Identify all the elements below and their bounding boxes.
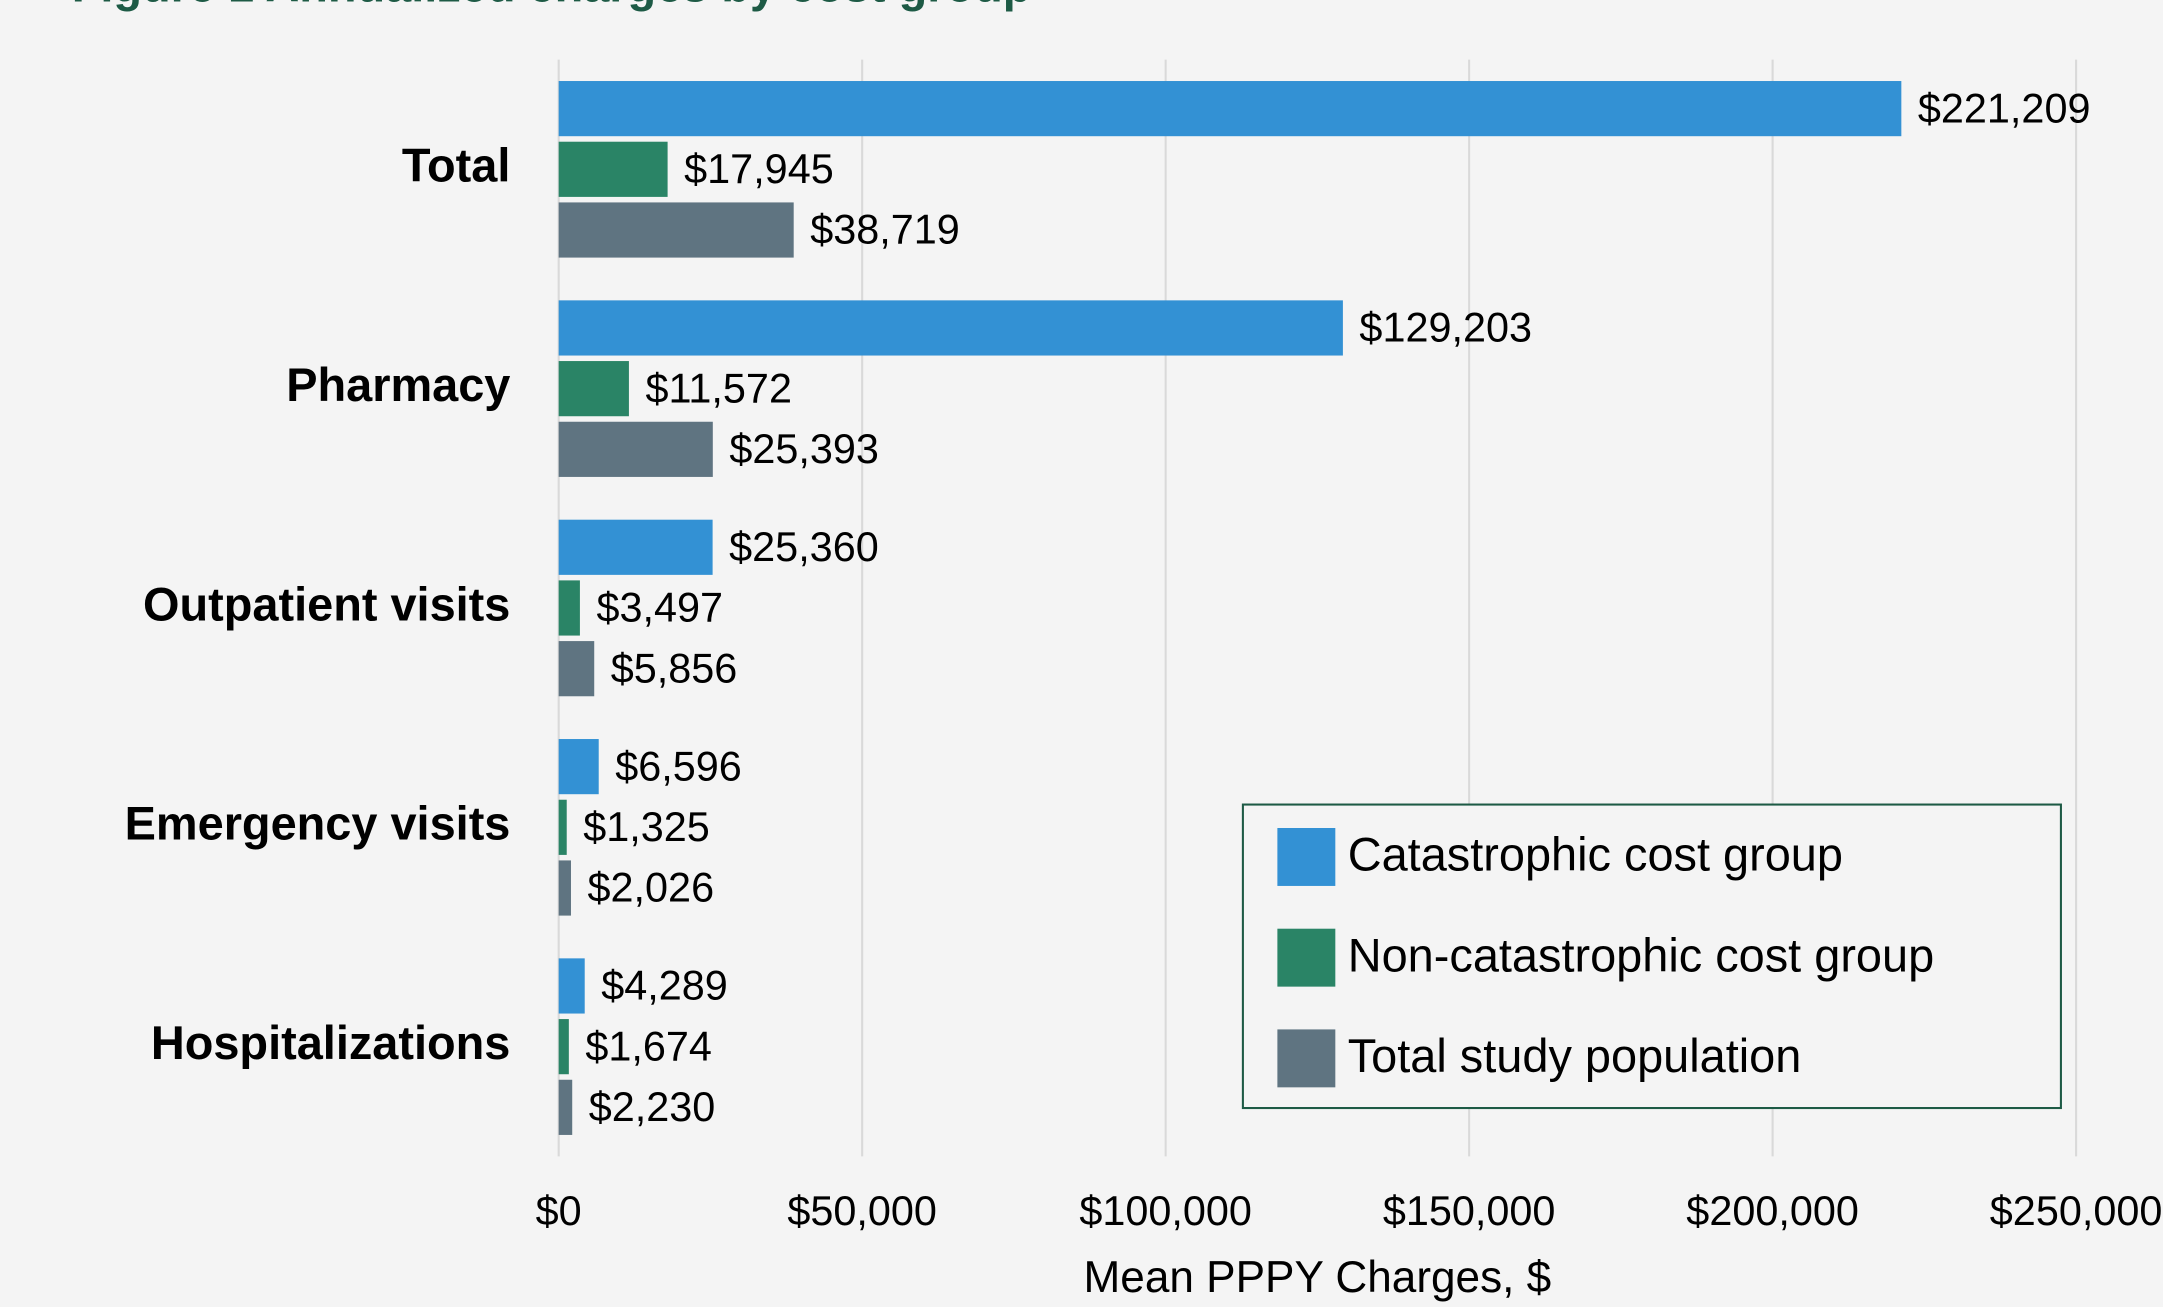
bar	[558, 1079, 573, 1135]
bar	[558, 958, 585, 1014]
value-label: $5,856	[611, 645, 738, 691]
bar	[558, 81, 1902, 137]
value-label: $2,230	[589, 1084, 716, 1130]
y-tick-label: Hospitalizations	[151, 1017, 511, 1069]
bar	[558, 799, 567, 855]
value-label: $2,026	[588, 865, 715, 911]
chart-title: Figure 1 Annualized charges by cost grou…	[72, 0, 1032, 12]
value-label: $1,325	[583, 804, 710, 850]
bar	[558, 580, 580, 636]
bar	[558, 300, 1343, 356]
x-tick-label: $200,000	[1686, 1188, 1859, 1234]
x-tick-label: $50,000	[787, 1188, 937, 1234]
value-label: $4,289	[601, 963, 728, 1009]
y-tick-label: Outpatient visits	[143, 578, 510, 630]
value-label: $3,497	[596, 585, 723, 631]
legend-swatch	[1277, 1029, 1336, 1088]
legend-swatch	[1277, 928, 1336, 987]
value-label: $25,393	[729, 426, 879, 472]
bar	[558, 739, 599, 795]
y-tick-label: Total	[402, 140, 511, 192]
x-axis-label: Mean PPPY Charges, $	[1084, 1253, 1552, 1302]
value-label: $38,719	[810, 207, 960, 253]
legend-swatch	[1277, 828, 1336, 886]
bar	[558, 519, 713, 575]
value-label: $25,360	[729, 524, 879, 570]
value-label: $1,674	[585, 1023, 712, 1069]
y-tick-label: Emergency visits	[125, 798, 511, 850]
legend-label: Non-catastrophic cost group	[1348, 929, 1934, 981]
x-tick-label: $250,000	[1990, 1188, 2163, 1234]
value-label: $6,596	[615, 743, 742, 789]
bar	[558, 361, 629, 417]
bar	[558, 1019, 569, 1075]
value-label: $129,203	[1359, 305, 1532, 351]
bar	[558, 860, 571, 916]
bar	[558, 202, 794, 258]
value-label: $17,945	[684, 146, 834, 192]
bar	[558, 141, 668, 197]
value-label: $11,572	[645, 365, 791, 411]
legend-label: Total study population	[1348, 1030, 1802, 1082]
value-label: $221,209	[1918, 85, 2091, 131]
x-tick-label: $0	[536, 1188, 582, 1234]
bar	[558, 641, 595, 697]
legend-label: Catastrophic cost group	[1348, 829, 1843, 881]
legend-box	[1241, 803, 2062, 1110]
bar	[558, 421, 713, 477]
x-tick-label: $100,000	[1079, 1188, 1252, 1234]
x-tick-label: $150,000	[1383, 1188, 1556, 1234]
y-tick-label: Pharmacy	[286, 359, 510, 411]
